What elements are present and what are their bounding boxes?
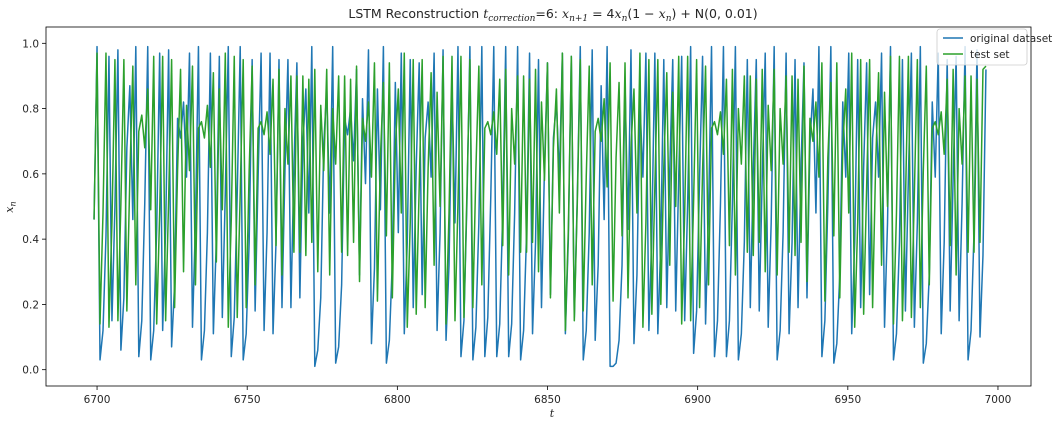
y-axis-label: xn bbox=[3, 201, 18, 212]
title-eq-value: =6: bbox=[535, 6, 562, 21]
x-tick-label: 6900 bbox=[684, 394, 711, 406]
x-tick-label: 6850 bbox=[534, 394, 561, 406]
title-sub-n2: n bbox=[666, 14, 672, 24]
legend-label-test: test set bbox=[970, 49, 1010, 61]
title-subscript: correction bbox=[488, 14, 535, 24]
y-axis-label-base: x bbox=[3, 206, 16, 213]
x-axis: 6700 6750 6800 6850 6900 6950 7000 bbox=[84, 386, 1012, 406]
x-tick-label: 6700 bbox=[84, 394, 111, 406]
title-tail: ) + N(0, 0.01) bbox=[671, 6, 757, 21]
y-tick-label: 0.4 bbox=[22, 234, 39, 246]
chart-title: LSTM Reconstruction tcorrection=6: xn+1 … bbox=[348, 6, 757, 24]
x-tick-label: 6750 bbox=[234, 394, 261, 406]
title-paren-open: (1 − bbox=[627, 6, 658, 21]
x-tick-label: 7000 bbox=[985, 394, 1012, 406]
y-tick-label: 0.0 bbox=[22, 365, 39, 377]
title-sub-n: n bbox=[622, 14, 628, 24]
series-line-test-set bbox=[93, 52, 987, 332]
x-axis-label: t bbox=[550, 407, 555, 420]
y-tick-label: 0.6 bbox=[22, 169, 39, 181]
title-mid: = 4 bbox=[588, 6, 614, 21]
x-tick-label: 6950 bbox=[834, 394, 861, 406]
series-layer bbox=[93, 45, 987, 368]
y-axis: 0.0 0.2 0.4 0.6 0.8 1.0 bbox=[22, 38, 46, 377]
title-x3: x bbox=[659, 6, 666, 21]
y-tick-label: 0.8 bbox=[22, 104, 39, 116]
legend-label-original: original dataset bbox=[970, 33, 1052, 45]
title-t: t bbox=[483, 6, 489, 21]
y-tick-label: 0.2 bbox=[22, 299, 39, 311]
x-tick-label: 6800 bbox=[384, 394, 411, 406]
title-x2: x bbox=[615, 6, 622, 21]
y-axis-label-sub: n bbox=[9, 201, 18, 206]
plot-frame bbox=[45, 26, 1032, 387]
title-sub-n1: n+1 bbox=[569, 14, 588, 24]
legend: original dataset test set bbox=[936, 28, 1052, 66]
title-x: x bbox=[562, 6, 569, 21]
y-tick-label: 1.0 bbox=[22, 38, 39, 50]
title-prefix: LSTM Reconstruction bbox=[348, 6, 483, 21]
